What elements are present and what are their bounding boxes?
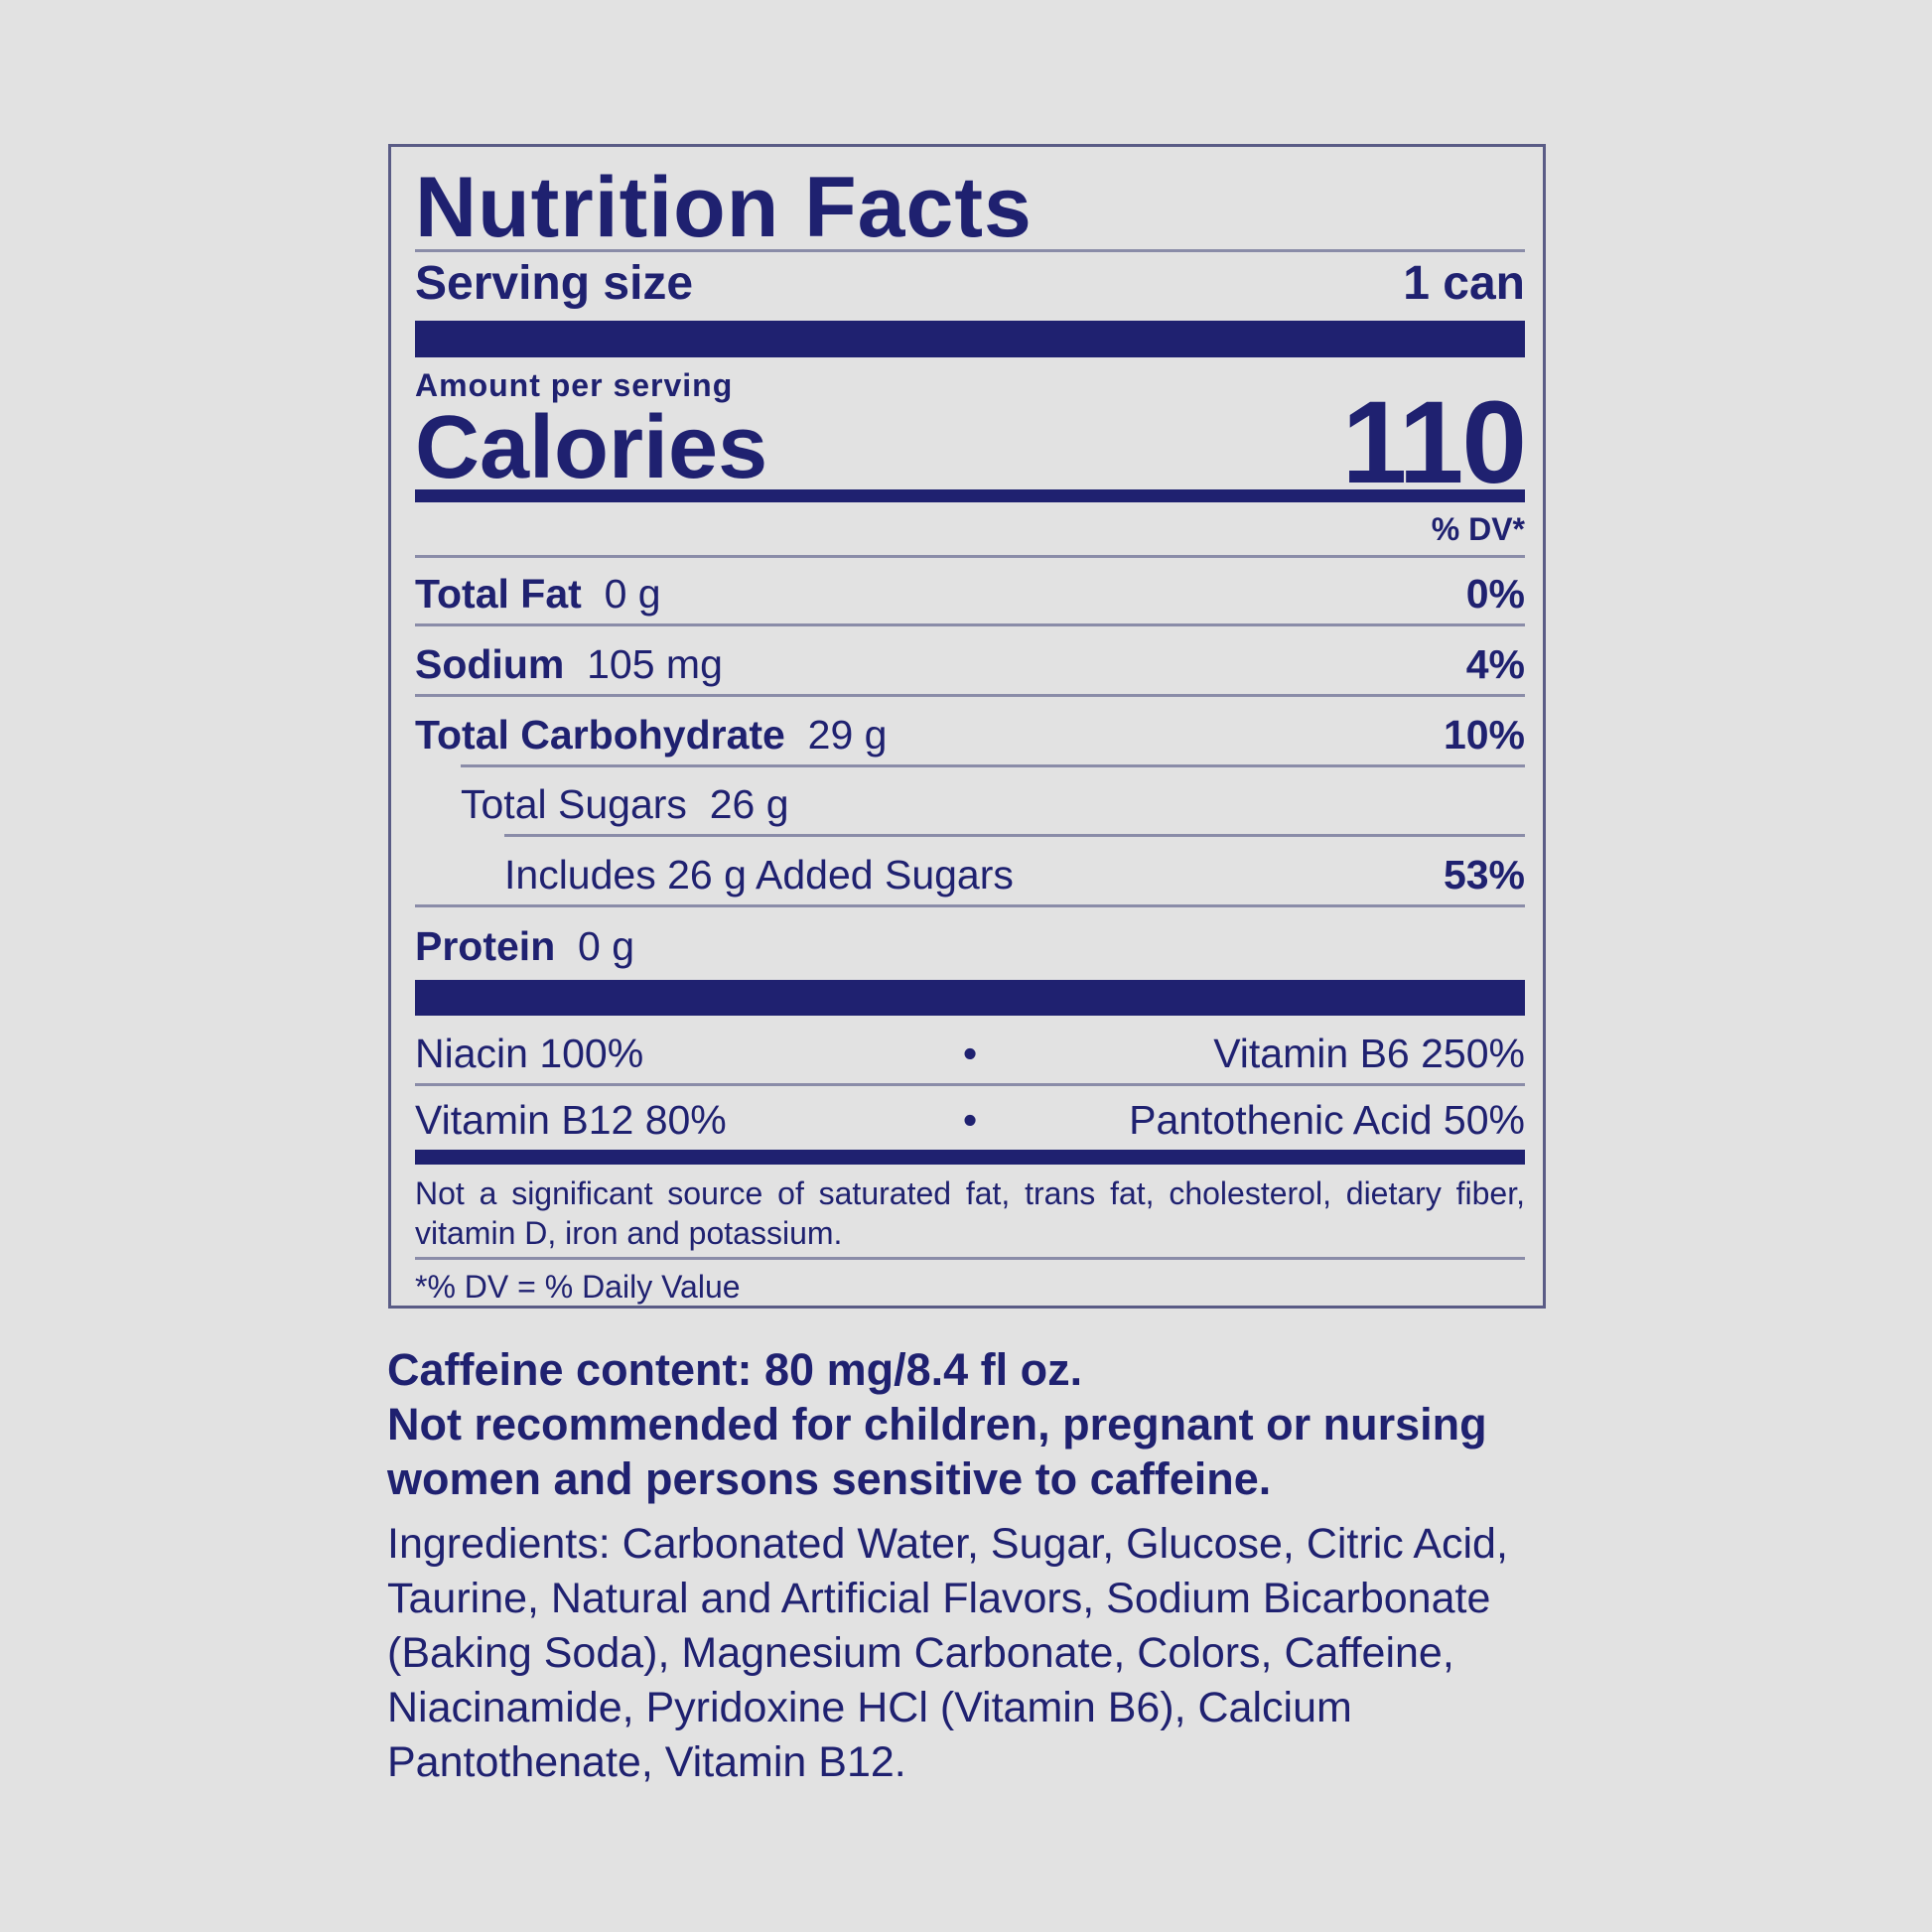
calories-value: 110	[1341, 377, 1527, 508]
vitamin-row: Niacin 100% • Vitamin B6 250%	[415, 1024, 1525, 1083]
nutrient-amount: 26 g	[709, 780, 789, 827]
divider	[415, 904, 1525, 907]
divider	[415, 1083, 1525, 1086]
nutrient-dv: 53%	[1443, 851, 1525, 897]
vitamin-right: Pantothenic Acid 50%	[1129, 1096, 1525, 1143]
nutrient-row-total-sugars: Total Sugars 26 g	[461, 774, 1525, 834]
divider	[415, 555, 1525, 558]
nutrient-amount: 0 g	[578, 922, 635, 969]
nutrient-name: Total Fat	[415, 570, 582, 617]
amount-per-serving: Amount per serving	[415, 367, 734, 403]
nutrient-amount: 105 mg	[587, 640, 723, 687]
nutrient-row-protein: Protein 0 g	[415, 916, 1525, 976]
serving-size-row: Serving size 1 can	[415, 253, 1525, 313]
nutrient-row-added-sugars: Includes 26 g Added Sugars 53%	[504, 845, 1525, 904]
nutrient-name: Protein	[415, 922, 556, 969]
nutrient-amount: 29 g	[807, 711, 888, 758]
nutrient-dv: 10%	[1443, 711, 1525, 758]
caffeine-warning: Not recommended for children, pregnant o…	[387, 1399, 1487, 1504]
calories-label: Calories	[415, 398, 768, 497]
nutrient-dv: 0%	[1465, 570, 1525, 617]
serving-size-value: 1 can	[1403, 256, 1525, 310]
nutrient-row-total-fat: Total Fat 0 g 0%	[415, 564, 1525, 623]
vitamin-row: Vitamin B12 80% • Pantothenic Acid 50%	[415, 1090, 1525, 1150]
footnote: Not a significant source of saturated fa…	[415, 1175, 1525, 1251]
divider	[415, 623, 1525, 626]
divider	[415, 249, 1525, 252]
medium-divider	[415, 489, 1525, 502]
ingredients: Ingredients: Carbonated Water, Sugar, Gl…	[387, 1520, 1508, 1786]
dv-note: *% DV = % Daily Value	[415, 1269, 741, 1305]
serving-size-label: Serving size	[415, 256, 694, 310]
bullet: •	[962, 1030, 978, 1076]
bullet: •	[962, 1096, 978, 1143]
divider	[504, 834, 1525, 837]
thick-divider	[415, 980, 1525, 1016]
nutrient-name: Total Sugars	[461, 780, 687, 827]
caffeine-content: Caffeine content: 80 mg/8.4 fl oz.	[387, 1344, 1083, 1395]
nutrient-dv: 4%	[1465, 640, 1525, 687]
divider	[461, 764, 1525, 767]
vitamin-left: Vitamin B12 80%	[415, 1096, 727, 1143]
vitamin-left: Niacin 100%	[415, 1030, 644, 1076]
nutrient-name: Total Carbohydrate	[415, 711, 785, 758]
nutrition-facts-panel	[388, 144, 1546, 1309]
nutrient-name: Includes 26 g Added Sugars	[504, 851, 1014, 897]
medium-divider	[415, 1150, 1525, 1165]
divider	[415, 694, 1525, 697]
nutrient-row-sodium: Sodium 105 mg 4%	[415, 634, 1525, 694]
nutrient-amount: 0 g	[604, 570, 661, 617]
nutrient-row-carbohydrate: Total Carbohydrate 29 g 10%	[415, 705, 1525, 764]
nutrient-name: Sodium	[415, 640, 565, 687]
nutrition-facts-title: Nutrition Facts	[415, 160, 1033, 255]
vitamin-right: Vitamin B6 250%	[1213, 1030, 1525, 1076]
divider	[415, 1257, 1525, 1260]
thick-divider	[415, 321, 1525, 357]
dv-header: % DV*	[1431, 511, 1525, 547]
